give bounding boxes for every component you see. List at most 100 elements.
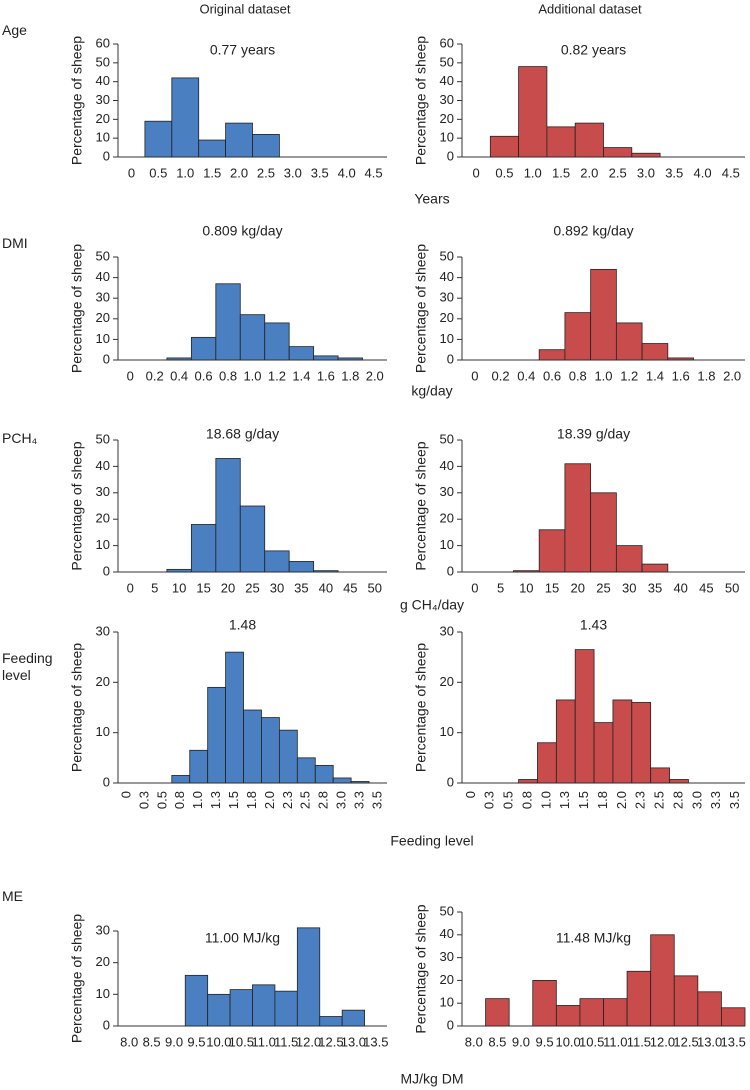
- x-tick-label: 50: [725, 580, 739, 595]
- x-tick-label: 0: [128, 165, 135, 180]
- y-tick-label: 10: [96, 537, 110, 552]
- x-tick-label: 45: [343, 580, 357, 595]
- x-tick-label: 35: [648, 580, 662, 595]
- x-tick-label: 0.8: [219, 368, 237, 383]
- x-axis-label: Feeding level: [390, 833, 473, 849]
- x-tick-label: 2.5: [609, 165, 627, 180]
- bar: [261, 717, 280, 784]
- bar: [264, 322, 290, 361]
- x-tick-label: 3.5: [311, 165, 329, 180]
- x-tick-label: 1.4: [646, 368, 664, 383]
- bar: [641, 343, 669, 361]
- x-tick-label: 0.4: [170, 368, 188, 383]
- x-tick-label: 2.3: [280, 791, 295, 809]
- x-tick-label: 3.0: [284, 165, 302, 180]
- y-tick-label: 20: [96, 511, 110, 526]
- x-tick-label: 13.0: [697, 1034, 722, 1049]
- annotation: 11.48 MJ/kg: [556, 930, 631, 946]
- x-tick-label: 8.0: [465, 1034, 483, 1049]
- y-tick-label: 0: [447, 774, 454, 789]
- x-tick-label: 0.3: [136, 791, 151, 809]
- bar: [288, 561, 315, 573]
- bar: [721, 1007, 746, 1027]
- x-tick-label: 13.5: [721, 1034, 746, 1049]
- x-tick-label: 3.0: [689, 791, 704, 809]
- y-tick-label: 10: [96, 130, 110, 145]
- row-label: Feeding level: [2, 650, 53, 683]
- annotation: 0.892 kg/day: [553, 223, 633, 239]
- x-tick-label: 0.5: [154, 791, 169, 809]
- bar: [225, 122, 253, 158]
- bar: [189, 749, 209, 784]
- y-tick-label: 50: [440, 431, 454, 446]
- x-tick-label: 0.8: [569, 368, 587, 383]
- bar: [574, 649, 595, 784]
- x-tick-label: 2.3: [633, 791, 648, 809]
- y-tick-label: 0: [447, 351, 454, 366]
- y-tick-label: 30: [440, 623, 454, 638]
- bar: [296, 757, 316, 784]
- bar: [341, 1009, 365, 1027]
- x-tick-label: 10.5: [579, 1034, 604, 1049]
- bar: [314, 764, 334, 784]
- x-tick-label: 9.0: [165, 1034, 183, 1049]
- y-tick-label: 10: [440, 995, 454, 1010]
- x-tick-label: 0: [471, 368, 478, 383]
- bar: [667, 357, 694, 361]
- x-tick-label: 0: [127, 580, 134, 595]
- bar: [313, 355, 339, 361]
- y-tick-label: 30: [440, 484, 454, 499]
- x-tick-label: 2.0: [580, 165, 598, 180]
- x-tick-label: 50: [368, 580, 382, 595]
- y-tick-label: 60: [440, 35, 454, 50]
- x-tick-label: 35: [294, 580, 308, 595]
- y-tick-label: 20: [96, 674, 110, 689]
- y-tick-label: 60: [96, 35, 110, 50]
- bar: [615, 322, 643, 361]
- x-tick-label: 1.0: [594, 368, 612, 383]
- y-tick-label: 50: [440, 54, 454, 69]
- x-tick-label: 11.0: [252, 1034, 276, 1049]
- y-tick-label: 40: [440, 73, 454, 88]
- x-tick-label: 2.0: [262, 791, 277, 809]
- y-tick-label: 30: [440, 949, 454, 964]
- column-title: Additional dataset: [538, 1, 642, 16]
- x-tick-label: 1.4: [292, 368, 310, 383]
- column-title: Original dataset: [199, 1, 290, 16]
- x-tick-label: 1.2: [268, 368, 286, 383]
- bar: [513, 570, 540, 573]
- y-tick-label: 0: [447, 1017, 454, 1032]
- bar: [207, 686, 227, 784]
- y-tick-label: 10: [96, 986, 110, 1001]
- x-tick-label: 8.0: [120, 1034, 138, 1049]
- x-tick-label: 2.8: [670, 791, 685, 809]
- y-tick-label: 20: [96, 954, 110, 969]
- y-tick-label: 20: [440, 310, 454, 325]
- x-tick-label: 5: [151, 580, 158, 595]
- x-tick-label: 4.0: [338, 165, 356, 180]
- y-tick-label: 10: [96, 724, 110, 739]
- x-tick-label: 0: [127, 368, 134, 383]
- bar: [538, 349, 566, 361]
- x-tick-label: 0.6: [543, 368, 561, 383]
- x-axis-label: g CH₄/day: [400, 597, 464, 613]
- x-tick-label: 0.5: [149, 165, 167, 180]
- x-tick-label: 8.5: [143, 1034, 161, 1049]
- y-tick-label: 0: [103, 1017, 110, 1032]
- x-axis-label: kg/day: [411, 383, 452, 399]
- bar: [485, 998, 510, 1027]
- y-tick-label: 30: [96, 922, 110, 937]
- y-tick-label: 0: [103, 148, 110, 163]
- bar: [296, 927, 321, 1027]
- x-tick-label: 25: [245, 580, 259, 595]
- bar: [243, 709, 262, 784]
- x-tick-label: 12.0: [650, 1034, 675, 1049]
- annotation: 1.48: [229, 617, 256, 633]
- bar: [184, 974, 209, 1027]
- y-tick-label: 20: [440, 511, 454, 526]
- bar: [603, 147, 633, 158]
- x-tick-label: 15: [196, 580, 210, 595]
- x-tick-label: 20: [221, 580, 235, 595]
- y-tick-label: 0: [103, 774, 110, 789]
